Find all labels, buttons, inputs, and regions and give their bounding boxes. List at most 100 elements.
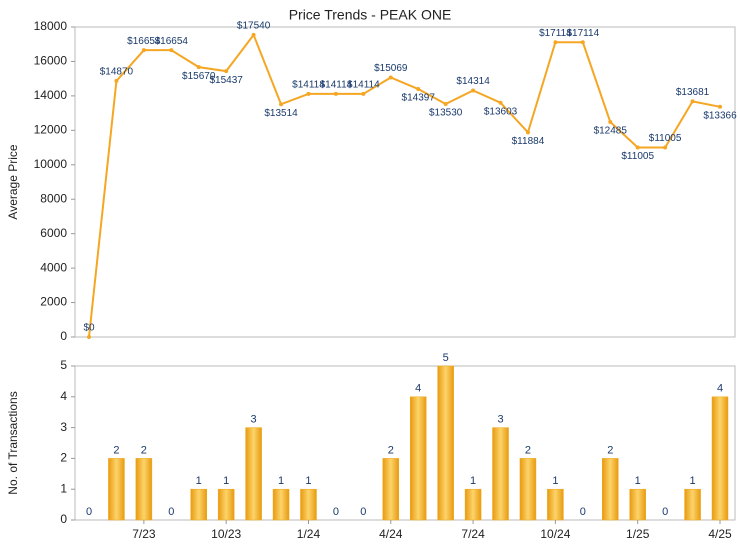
value-label: $16654	[127, 36, 161, 47]
point	[718, 104, 722, 109]
value-label: 5	[443, 352, 449, 364]
value-label: $11005	[621, 151, 654, 162]
value-label: 1	[690, 475, 696, 487]
value-label: $11005	[649, 133, 682, 144]
point	[87, 335, 91, 339]
point	[471, 88, 476, 93]
point	[525, 130, 530, 135]
y-tick-label: 14000	[34, 88, 68, 102]
y-axis-label: Average Price	[6, 144, 20, 219]
point	[608, 119, 613, 124]
value-label: $17114	[539, 28, 572, 39]
x-tick-label: 7/23	[132, 527, 156, 541]
point	[169, 48, 174, 53]
value-label: 0	[360, 506, 366, 518]
value-label: $14870	[100, 67, 134, 78]
value-label: 3	[497, 414, 503, 426]
value-label: $12485	[594, 126, 628, 137]
point	[114, 78, 119, 83]
point	[141, 48, 146, 53]
bar	[711, 396, 729, 521]
plot-frame	[74, 26, 736, 338]
bar	[409, 396, 427, 521]
value-label: 1	[305, 475, 311, 487]
point	[306, 91, 311, 96]
point	[251, 32, 256, 37]
point	[361, 91, 366, 96]
value-label: $13366	[703, 110, 737, 121]
bar	[547, 488, 564, 521]
value-label: 2	[525, 444, 531, 456]
bar	[602, 458, 619, 521]
y-tick-label: 8000	[40, 191, 67, 205]
value-label: $13603	[484, 106, 518, 117]
y-tick-label: 4000	[40, 260, 67, 274]
value-label: $15670	[182, 71, 216, 82]
value-label: $14114	[320, 80, 353, 91]
price-line	[88, 32, 721, 338]
value-label: 1	[196, 475, 202, 487]
bar	[108, 458, 125, 521]
bar	[684, 488, 701, 521]
point	[635, 145, 640, 150]
value-label: $14114	[347, 80, 380, 91]
x-tick-label: 4/25	[708, 527, 732, 541]
point	[279, 102, 284, 107]
y-tick-label: 2	[60, 451, 67, 465]
value-label: 2	[113, 444, 119, 456]
y-tick-label: 0	[60, 329, 67, 343]
value-label: 0	[333, 506, 339, 518]
point	[580, 40, 585, 45]
bar	[437, 365, 454, 521]
value-label: 0	[86, 506, 92, 518]
x-tick-label: 4/24	[379, 527, 403, 541]
value-label: 0	[580, 506, 586, 518]
value-label: 1	[635, 475, 641, 487]
bar	[217, 488, 235, 521]
value-label: $13681	[676, 87, 710, 98]
bar	[382, 458, 400, 521]
bar	[272, 488, 290, 521]
bar	[190, 488, 207, 521]
x-tick-label: 1/24	[297, 527, 321, 541]
value-label: 0	[168, 506, 174, 518]
value-label: 1	[470, 475, 476, 487]
y-tick-label: 16000	[34, 54, 68, 68]
y-tick-label: 1	[60, 481, 67, 495]
x-tick-label: 7/24	[461, 527, 485, 541]
value-label: 3	[251, 414, 257, 426]
point	[553, 40, 558, 45]
point	[690, 99, 695, 104]
point	[663, 145, 668, 150]
value-label: $15437	[209, 75, 243, 86]
point	[416, 87, 421, 92]
value-label: $15069	[374, 63, 408, 74]
value-label: $0	[83, 323, 95, 334]
plot-frame	[74, 365, 736, 521]
value-label: $13514	[264, 108, 298, 119]
value-label: $17540	[237, 21, 271, 32]
bar	[519, 458, 537, 521]
bar	[135, 458, 153, 521]
bar	[245, 427, 262, 521]
point	[224, 69, 229, 74]
bar	[300, 488, 317, 521]
y-tick-label: 10000	[34, 157, 68, 171]
y-tick-label: 0	[60, 512, 67, 526]
value-label: 2	[388, 444, 394, 456]
value-label: 0	[662, 506, 668, 518]
value-label: 2	[141, 444, 147, 456]
y-tick-label: 3	[60, 420, 67, 434]
bar	[492, 427, 509, 521]
point	[333, 91, 338, 96]
value-label: $14397	[402, 93, 436, 104]
value-label: 2	[607, 444, 613, 456]
value-label: 1	[278, 475, 284, 487]
y-tick-label: 18000	[34, 19, 68, 33]
y-tick-label: 5	[60, 358, 67, 372]
y-tick-label: 12000	[34, 123, 68, 137]
x-tick-label: 1/25	[626, 527, 650, 541]
y-axis-label: No. of Transactions	[6, 391, 20, 494]
value-label: 1	[552, 475, 558, 487]
